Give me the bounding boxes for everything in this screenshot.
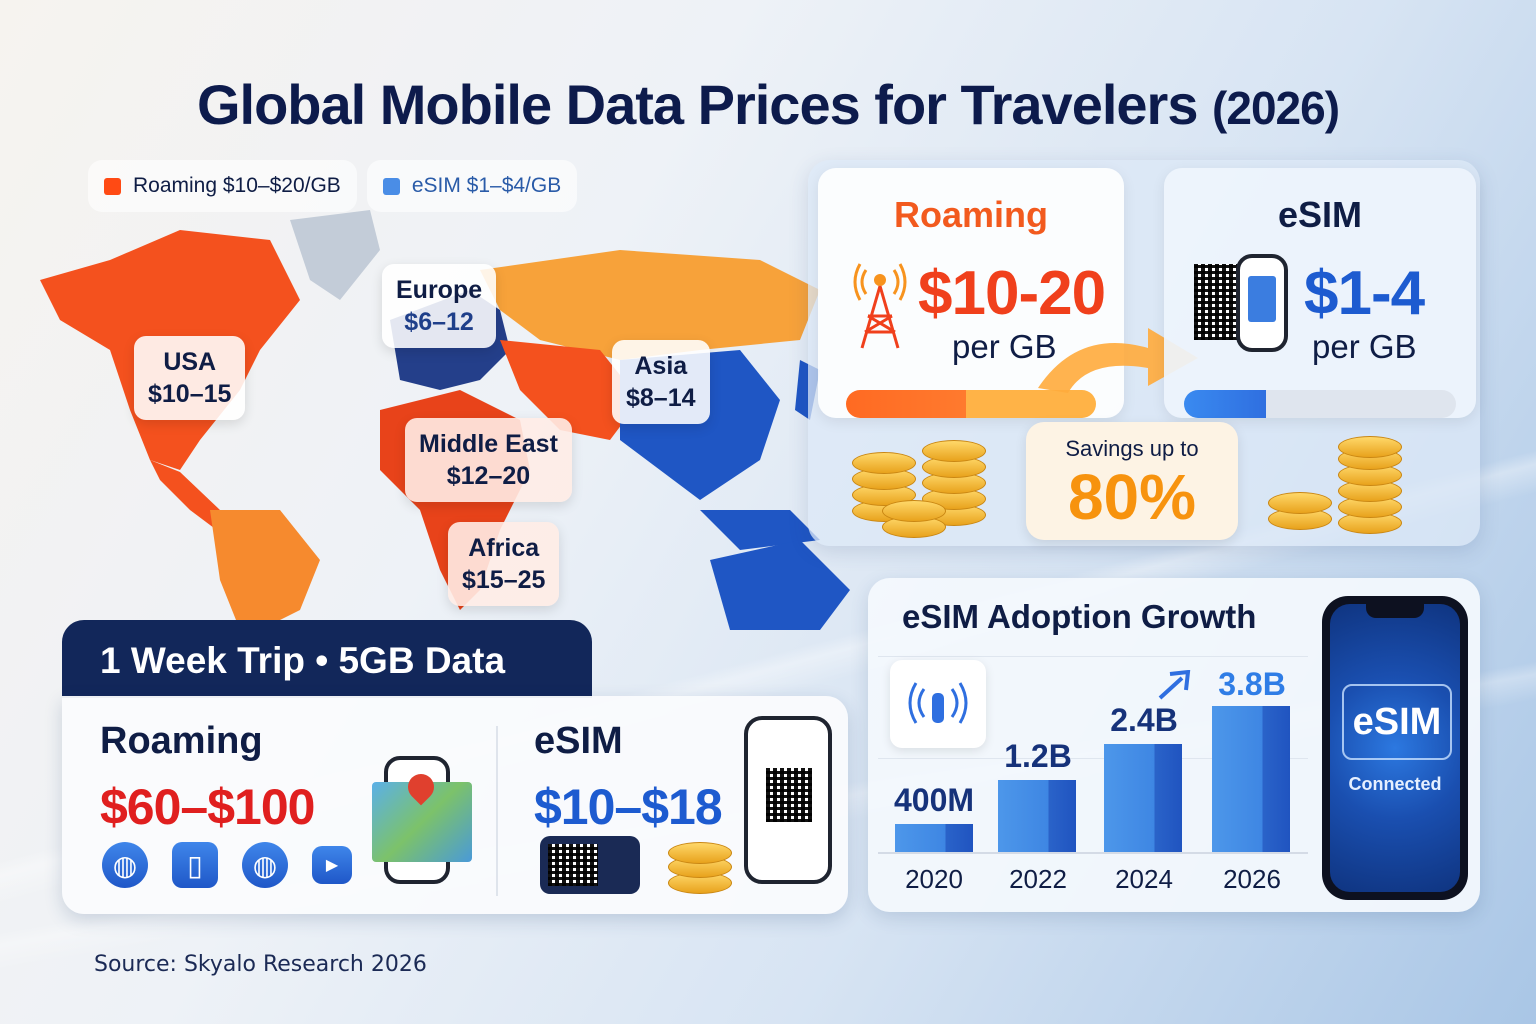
esim-card: eSIM $1-4 per GB [1164, 168, 1476, 418]
title-text: Global Mobile Data Prices for Travelers [196, 73, 1198, 136]
legend-label: Roaming $10–$20/GB [133, 174, 341, 197]
bar-year-label: 2026 [1223, 864, 1281, 894]
trip-roaming-price: $60–$100 [100, 779, 315, 835]
savings-label: Savings up to [1065, 436, 1199, 461]
globe-icon: ◍ [102, 842, 148, 888]
region-price: $8–14 [626, 384, 696, 412]
legend-item-roaming: Roaming $10–$20/GB [88, 160, 357, 212]
signal-icon [890, 660, 986, 748]
region-label-europe: Europe $6–12 [382, 264, 497, 348]
bar-2026 [1212, 706, 1290, 852]
esim-unit: per GB [1312, 328, 1417, 365]
region-price: $12–20 [446, 462, 531, 490]
world-map: USA $10–15 Europe $6–12 Asia $8–14 Middl… [0, 210, 880, 630]
region-name: Africa [468, 534, 540, 562]
bar-2020 [895, 824, 973, 852]
trip-cost-card: Roaming $60–$100 ◍ ▯ ◍ ▶ eSIM $10–$18 [62, 696, 848, 914]
legend-label: eSIM $1–$4/GB [411, 174, 562, 197]
region-label-asia: Asia $8–14 [612, 340, 710, 424]
legend: Roaming $10–$20/GB eSIM $1–$4/GB [88, 160, 578, 212]
video-icon: ▶ [312, 846, 352, 884]
cell-tower-icon [853, 263, 907, 349]
trip-esim-price: $10–$18 [534, 779, 723, 835]
phone-screen: eSIM Connected [1330, 604, 1460, 892]
document-icon: ▯ [172, 842, 218, 888]
region-name: Europe [396, 276, 483, 304]
region-label-usa: USA $10–15 [134, 336, 246, 420]
roaming-swatch-icon [104, 177, 121, 195]
title-year: (2026) [1212, 82, 1340, 134]
region-name: Middle East [419, 430, 558, 458]
roaming-title: Roaming [893, 194, 1048, 235]
roaming-price-bar [846, 390, 1096, 418]
price-comparison-panel: Roaming $10-20 per GB eSIM $1-4 per GB [808, 160, 1480, 546]
esim-connected-phone: eSIM Connected [1322, 596, 1468, 900]
region-price: $10–15 [148, 380, 232, 408]
legend-item-esim: eSIM $1–$4/GB [366, 160, 578, 212]
trend-arrow-icon [1158, 670, 1191, 700]
region-name: Asia [634, 352, 688, 380]
bar-value-label: 400M [893, 782, 975, 818]
phone-notch [1366, 604, 1424, 618]
trip-roaming-label: Roaming [100, 720, 263, 762]
bar-2024 [1104, 744, 1182, 852]
bar-value-label: 3.8B [1218, 666, 1286, 702]
bar-value-label: 2.4B [1110, 702, 1178, 738]
sim-card-icon [540, 836, 640, 894]
region-label-africa: Africa $15–25 [448, 522, 560, 606]
page-title: Global Mobile Data Prices for Travelers … [0, 72, 1536, 137]
esim-bar-fill [1184, 390, 1266, 418]
region-price: $15–25 [462, 566, 546, 594]
chart-baseline [878, 852, 1308, 854]
esim-swatch-icon [382, 177, 400, 195]
chart-title: eSIM Adoption Growth [902, 598, 1257, 635]
esim-title: eSIM [1277, 194, 1363, 235]
esim-price: $1-4 [1304, 259, 1425, 328]
region-price: $6–12 [404, 308, 474, 336]
esim-price-bar [1184, 390, 1456, 418]
bar-value-label: 1.2B [1004, 738, 1072, 774]
connection-status: Connected [1348, 774, 1442, 794]
source-citation: Source: Skyalo Research 2026 [94, 952, 427, 977]
bar-year-label: 2020 [905, 864, 963, 894]
trip-divider [496, 726, 498, 896]
bar-year-label: 2024 [1115, 864, 1173, 894]
arrow-right-icon [1038, 328, 1198, 393]
roaming-unit: per GB [952, 328, 1057, 365]
savings-value: 80% [1067, 461, 1197, 533]
region-label-middle-east: Middle East $12–20 [405, 418, 572, 502]
trip-header: 1 Week Trip • 5GB Data [62, 620, 592, 698]
phone-qr-icon [744, 716, 832, 884]
esim-badge: eSIM [1342, 684, 1452, 760]
trip-esim-label: eSIM [534, 720, 623, 762]
region-name: USA [163, 348, 217, 376]
savings-badge: Savings up to 80% [1026, 422, 1238, 540]
phone-icon [1236, 254, 1288, 352]
bar-2022 [998, 780, 1076, 852]
roaming-price: $10-20 [918, 259, 1106, 328]
globe-icon: ◍ [242, 842, 288, 888]
bar-year-label: 2022 [1009, 864, 1067, 894]
qr-code-icon [1194, 264, 1238, 340]
